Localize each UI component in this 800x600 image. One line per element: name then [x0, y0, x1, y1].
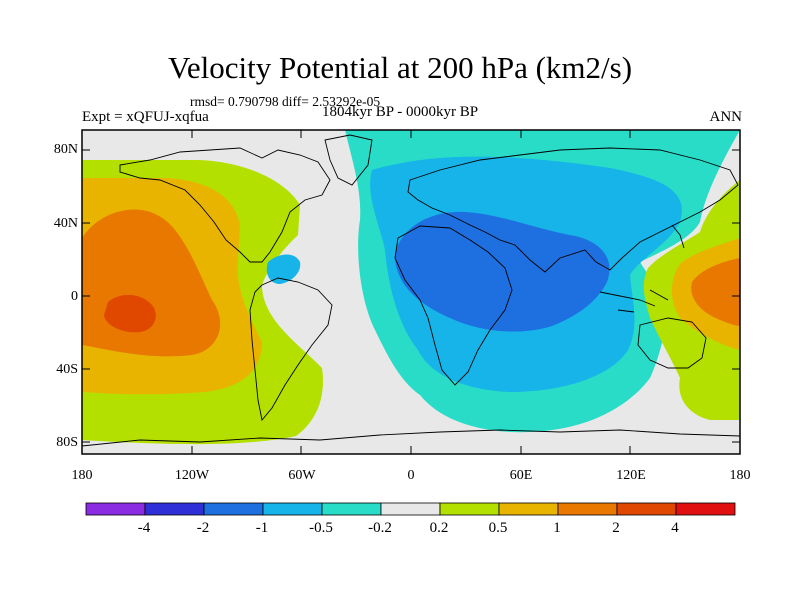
axis-ticks: [82, 130, 740, 454]
eurasia-blue-region: [395, 211, 610, 332]
south-america-coast: [249, 277, 333, 422]
lon-tick-label: 120W: [174, 468, 210, 483]
lat-tick-label: 40S: [56, 362, 78, 377]
lon-tick-label: 120E: [616, 468, 646, 483]
colorbar-box: [321, 502, 382, 516]
australia-coast: [637, 317, 707, 369]
lat-tick-label: 80N: [53, 142, 78, 157]
colorbar-box: [380, 502, 441, 516]
japan-coast: [671, 224, 685, 249]
colorbar-label: -2: [196, 520, 210, 536]
lon-tick-label: 60E: [509, 468, 533, 483]
caribbean-negative-region: [266, 254, 301, 284]
map-title: Velocity Potential at 200 hPa (km2/s): [167, 50, 633, 85]
colorbar-box: [85, 502, 146, 516]
colorbar-label: -0.5: [309, 520, 333, 536]
indonesia-coast: [599, 289, 669, 313]
experiment-label: Expt = xQFUJ-xqfua: [82, 109, 209, 125]
period-label: 1804kyr BP - 0000kyr BP: [322, 104, 479, 120]
lon-tick-label: 0: [407, 468, 415, 483]
colorbar-label: 0.5: [488, 520, 508, 536]
colorbar-box: [675, 502, 736, 516]
colorbar-box: [203, 502, 264, 516]
west-pacific-orange-region: [691, 258, 740, 326]
pacific-peak-region: [104, 294, 156, 333]
coastlines: [82, 134, 740, 447]
colorbar-box: [557, 502, 618, 516]
lat-tick-label: 0: [71, 289, 78, 304]
colorbar-box: [498, 502, 559, 516]
colorbar-box: [439, 502, 500, 516]
contour-field: [82, 130, 740, 454]
colorbar-label: -1: [255, 520, 269, 536]
lon-tick-label: 180: [729, 468, 751, 483]
north-america-coast: [119, 147, 331, 263]
africa-coast: [394, 225, 513, 386]
lat-tick-label: 80S: [56, 435, 78, 450]
lon-tick-label: 60W: [288, 468, 316, 483]
season-label: ANN: [709, 109, 743, 125]
colorbar-label: -4: [137, 520, 151, 536]
colorbar-label: 2: [612, 520, 620, 536]
colorbar-box: [616, 502, 677, 516]
colorbar-box: [262, 502, 323, 516]
lon-tick-label: 180: [71, 468, 93, 483]
colorbar-label: 0.2: [429, 520, 449, 536]
colorbar: [85, 502, 736, 516]
greenland-coast: [324, 134, 373, 186]
colorbar-label: 4: [671, 520, 679, 536]
colorbar-box: [144, 502, 205, 516]
colorbar-label: 1: [553, 520, 561, 536]
lat-tick-label: 40N: [53, 216, 78, 231]
colorbar-label: -0.2: [368, 520, 392, 536]
eurasia-coast: [407, 147, 739, 273]
stats-label: rmsd= 0.790798 diff= 2.53292e-05: [190, 94, 381, 109]
antarctica-coast: [82, 429, 740, 447]
